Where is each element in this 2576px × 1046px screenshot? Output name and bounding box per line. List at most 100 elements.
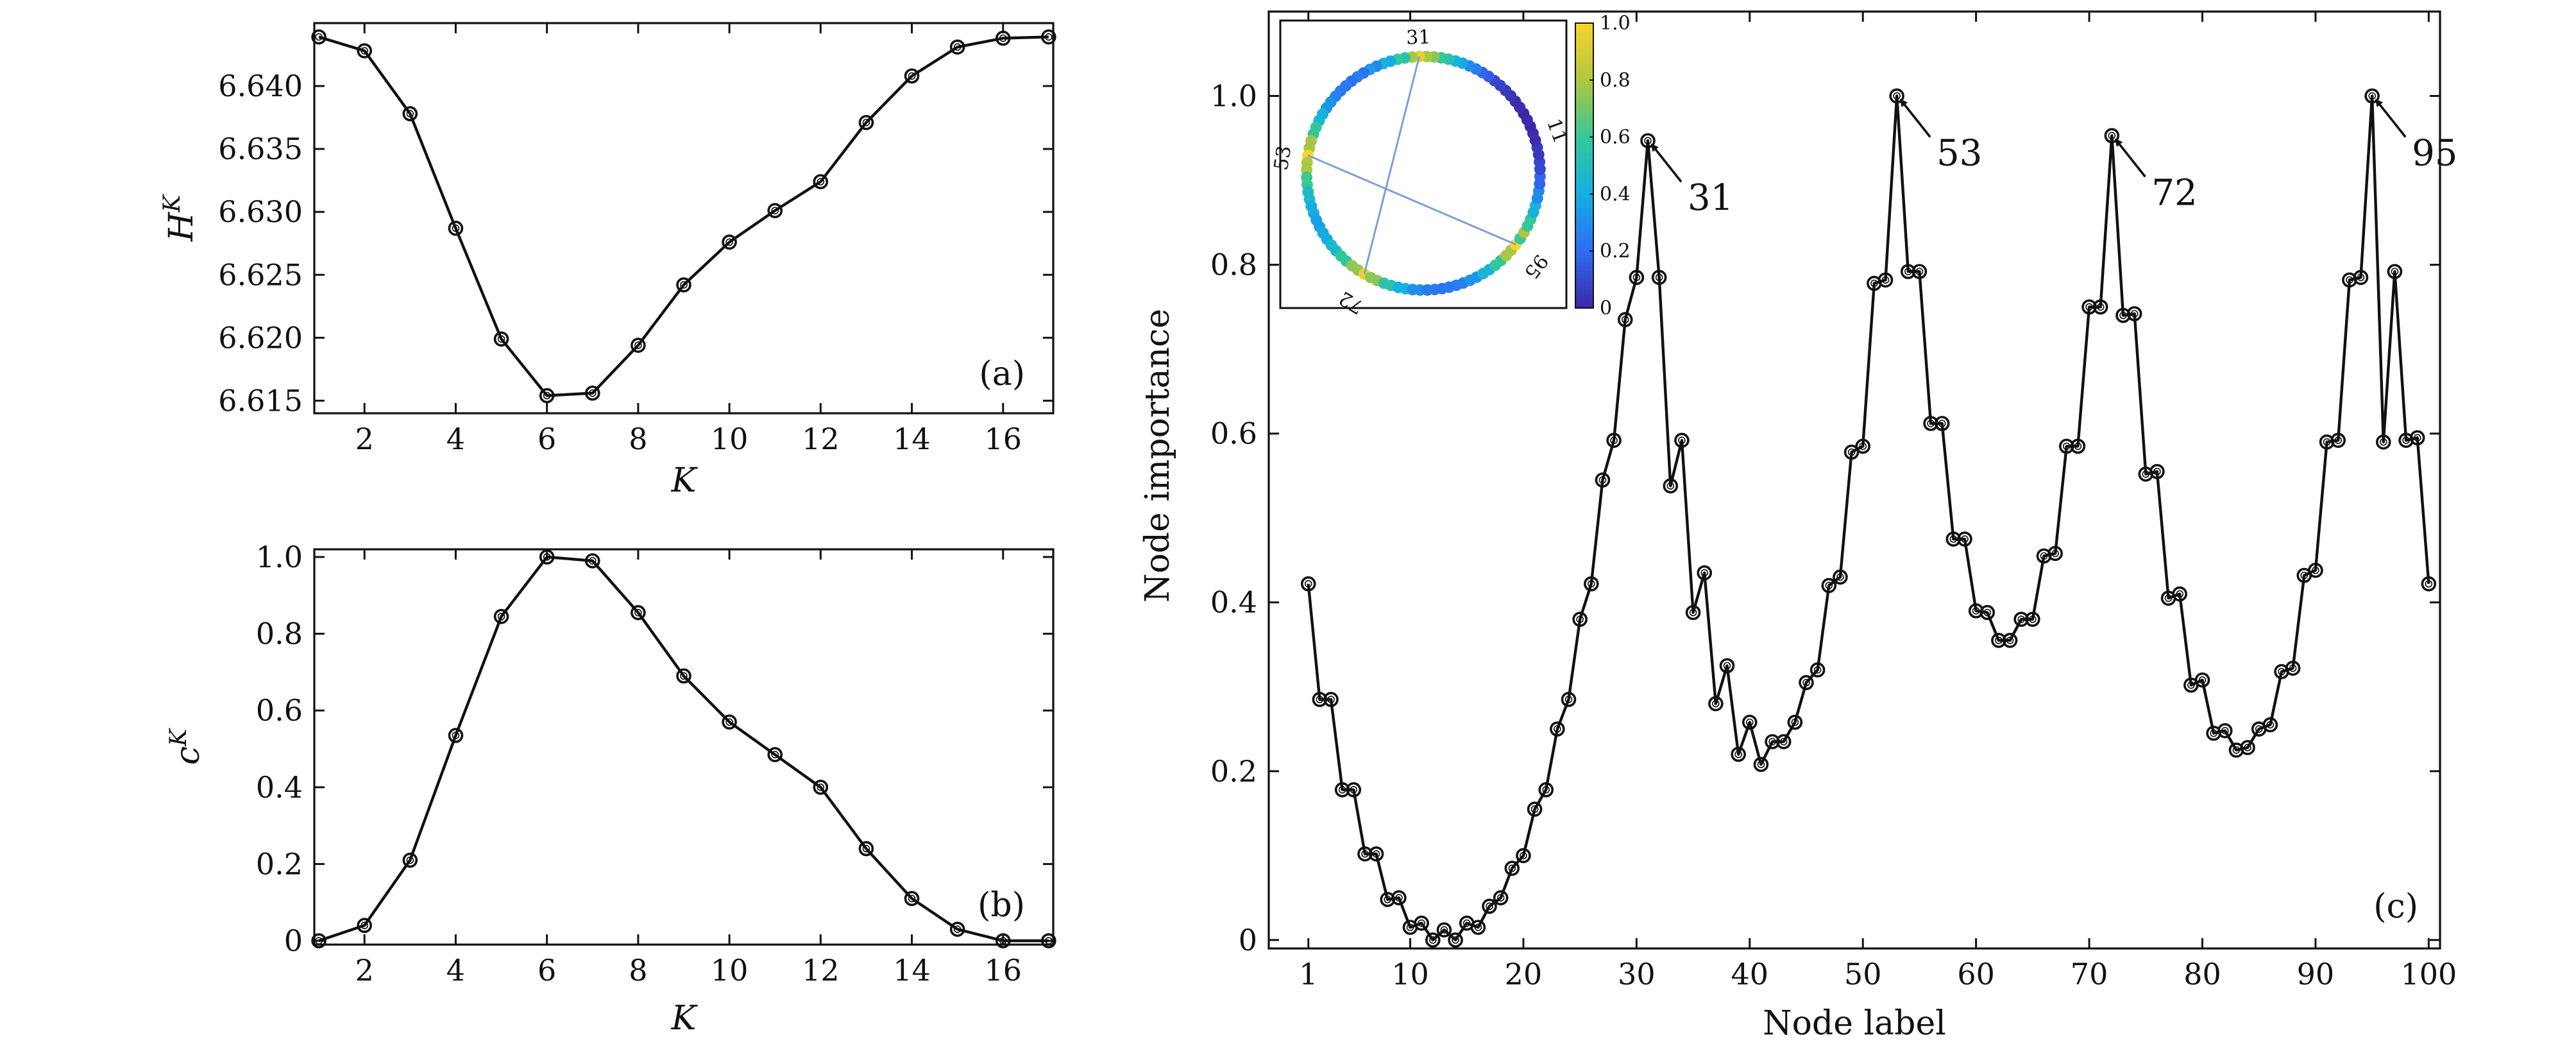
data-point-core bbox=[2266, 721, 2275, 729]
data-point bbox=[2375, 434, 2391, 450]
data-point-core bbox=[1440, 926, 1448, 934]
data-point-core bbox=[2176, 590, 2184, 598]
data-point bbox=[1968, 603, 1984, 619]
series-line bbox=[318, 555, 1049, 943]
data-point-core bbox=[360, 47, 369, 55]
inset-colorbar: 0 0.2 0.4 0.6 0.8 1.0 bbox=[1575, 12, 1631, 320]
data-point bbox=[2319, 434, 2335, 450]
data-point bbox=[539, 388, 555, 404]
ytick-label: 6.635 bbox=[218, 132, 303, 166]
data-point bbox=[813, 174, 829, 189]
data-point-marker bbox=[2353, 270, 2369, 286]
xtick-label: 2 bbox=[355, 953, 374, 988]
data-point-marker bbox=[2409, 430, 2425, 446]
data-point-marker bbox=[1809, 662, 1826, 678]
xtick-label: 4 bbox=[446, 953, 465, 988]
data-point-marker bbox=[1775, 733, 1792, 750]
data-point bbox=[1300, 576, 1316, 592]
data-point-marker bbox=[1979, 604, 1996, 621]
data-point-marker bbox=[2047, 545, 2063, 562]
data-point-core bbox=[315, 33, 323, 41]
annotation-label: 31 bbox=[1688, 177, 1733, 219]
ytick-label: 0.8 bbox=[1210, 248, 1257, 282]
data-point-marker bbox=[2387, 264, 2403, 279]
data-point-core bbox=[1045, 33, 1053, 41]
data-point bbox=[1516, 848, 1531, 864]
data-point bbox=[1934, 416, 1950, 431]
data-point-core bbox=[1520, 852, 1527, 860]
data-point-marker bbox=[1617, 312, 1633, 327]
colorbar-gradient bbox=[1575, 22, 1594, 309]
data-point-marker bbox=[2104, 128, 2120, 144]
data-point bbox=[631, 604, 646, 621]
xtick-label: 60 bbox=[1957, 957, 1995, 991]
panel-a-series bbox=[311, 29, 1056, 404]
xtick-label: 90 bbox=[2297, 957, 2335, 991]
data-point-marker bbox=[1516, 848, 1531, 864]
data-point-core bbox=[2312, 566, 2319, 574]
data-point-marker bbox=[493, 331, 509, 347]
data-point-marker bbox=[1629, 270, 1645, 286]
colorbar-tick-label: 0 bbox=[1600, 297, 1612, 320]
data-point-marker bbox=[1787, 714, 1803, 730]
data-point-marker bbox=[858, 841, 874, 857]
data-point-core bbox=[680, 672, 688, 680]
data-point bbox=[676, 668, 691, 684]
data-point-marker bbox=[2126, 306, 2142, 322]
xtick-label: 16 bbox=[985, 422, 1022, 456]
data-point bbox=[2285, 660, 2301, 676]
data-point-marker bbox=[1697, 565, 1713, 581]
panel-b-xlabel: K bbox=[671, 999, 699, 1038]
ring-chord bbox=[1363, 56, 1421, 275]
data-point-marker bbox=[1753, 757, 1769, 773]
data-point-marker bbox=[1651, 270, 1667, 286]
data-point bbox=[1742, 714, 1758, 730]
data-point-core bbox=[2006, 637, 2014, 644]
data-point bbox=[402, 106, 418, 122]
data-point-marker bbox=[813, 174, 829, 189]
data-point-core bbox=[2357, 273, 2365, 282]
data-point-marker bbox=[1482, 898, 1497, 914]
xtick-label: 100 bbox=[2400, 957, 2457, 991]
data-point-marker bbox=[1663, 478, 1679, 494]
data-point-marker bbox=[1957, 531, 1972, 547]
xtick-label: 12 bbox=[802, 422, 840, 456]
data-point-core bbox=[1904, 268, 1912, 275]
data-point bbox=[767, 747, 783, 762]
data-point-marker bbox=[1968, 603, 1984, 619]
data-point bbox=[995, 30, 1011, 46]
data-point-marker bbox=[2308, 562, 2323, 578]
data-point-core bbox=[1452, 936, 1459, 944]
data-point-core bbox=[862, 119, 870, 126]
data-point-marker bbox=[357, 918, 373, 933]
data-point-core bbox=[1610, 436, 1618, 444]
data-point bbox=[1855, 438, 1871, 454]
panel-a-frame bbox=[313, 22, 1055, 415]
data-point bbox=[1787, 714, 1803, 730]
panel-b-ylabel: cK bbox=[165, 728, 207, 765]
data-point bbox=[357, 918, 373, 933]
data-point bbox=[2262, 717, 2278, 733]
xtick-label: 1 bbox=[1299, 957, 1318, 991]
annotation-label: 95 bbox=[2412, 133, 2457, 175]
data-point bbox=[1041, 29, 1056, 45]
data-point bbox=[1323, 692, 1339, 707]
data-point-marker bbox=[1436, 922, 1452, 938]
data-point-marker bbox=[357, 43, 373, 58]
data-point-core bbox=[1870, 279, 1878, 287]
data-point bbox=[1436, 922, 1452, 938]
data-point bbox=[402, 852, 418, 868]
xtick-label: 50 bbox=[1844, 957, 1882, 991]
data-point-core bbox=[634, 608, 642, 617]
data-point-core bbox=[1678, 436, 1686, 444]
data-point-marker bbox=[1821, 578, 1837, 594]
ytick-label: 6.630 bbox=[218, 194, 303, 229]
data-point-marker bbox=[539, 388, 555, 404]
data-point-marker bbox=[1527, 802, 1543, 817]
data-point bbox=[2387, 264, 2403, 279]
data-point-marker bbox=[1391, 890, 1407, 905]
data-point bbox=[2115, 307, 2131, 323]
data-point-marker bbox=[2217, 723, 2233, 739]
data-point bbox=[584, 385, 600, 401]
panel-c-tag: (c) bbox=[2373, 887, 2418, 926]
